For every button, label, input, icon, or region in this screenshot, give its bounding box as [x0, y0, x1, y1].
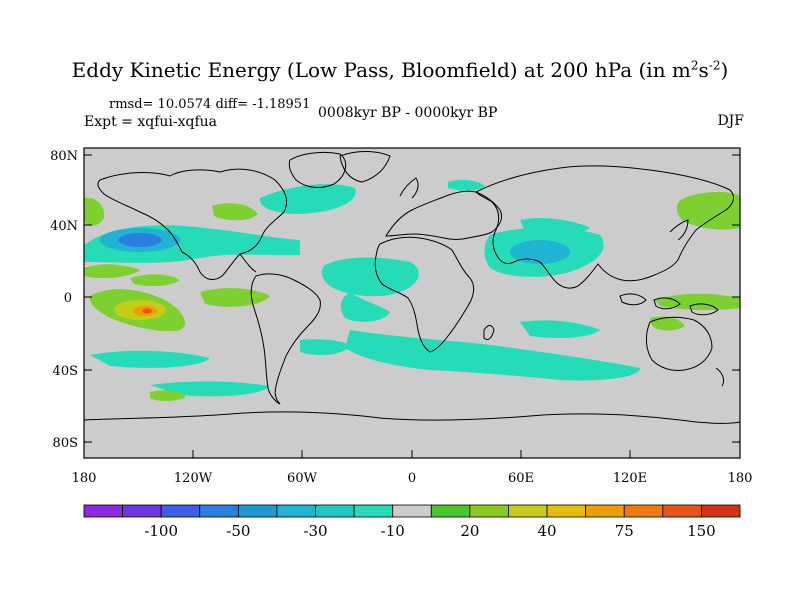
colorbar-swatch — [623, 504, 664, 518]
colorbar-label: -30 — [303, 522, 327, 540]
lon-label-180w: 180 — [72, 471, 97, 486]
colorbar-label: -10 — [381, 522, 405, 540]
colorbar-swatch — [469, 504, 509, 518]
colorbar-label: -50 — [226, 522, 250, 540]
coastlines — [84, 151, 740, 424]
lat-label-80n: 80N — [50, 149, 78, 164]
figure-title: Eddy Kinetic Energy (Low Pass, Bloomfiel… — [71, 58, 729, 82]
colorbar — [83, 504, 741, 518]
coast-europe — [385, 190, 503, 240]
colorbar-swatch — [392, 504, 432, 518]
colorbar-swatch — [430, 504, 471, 518]
lat-label-40n: 40N — [50, 219, 78, 234]
colorbar-swatch — [122, 504, 162, 518]
lat-label-40s: 40S — [53, 364, 78, 379]
colorbar-swatch — [315, 504, 355, 518]
anomaly-southern-band — [345, 330, 640, 381]
colorbar-swatch — [199, 504, 239, 518]
colorbar-swatch — [546, 504, 587, 518]
period-label: 0008kyr BP - 0000kyr BP — [318, 105, 498, 121]
stats-label: rmsd= 10.0574 diff= -1.18951 — [109, 97, 311, 112]
colorbar-swatch — [276, 504, 316, 518]
colorbar-label: 150 — [687, 522, 716, 540]
anomaly-northwest-pacific — [676, 191, 740, 230]
coast-asia — [475, 165, 734, 289]
lon-tick-marks — [83, 450, 741, 458]
coast-australia — [645, 316, 713, 371]
colorbar-swatch — [585, 504, 625, 518]
lon-label-0: 0 — [408, 471, 416, 486]
lat-tick-marks — [84, 154, 740, 443]
coast-antarctica — [84, 411, 740, 424]
colorbar-swatch — [160, 504, 201, 518]
map-background — [84, 148, 740, 458]
lon-label-120w: 120W — [174, 471, 213, 486]
colorbar-swatch — [508, 504, 548, 518]
anomaly-field — [84, 179, 740, 401]
lat-label-80s: 80S — [53, 436, 78, 451]
coast-africa — [374, 236, 475, 353]
experiment-label: Expt = xqfui-xqfua — [84, 114, 217, 130]
colorbar-label: 40 — [538, 522, 557, 540]
lon-label-60w: 60W — [287, 471, 318, 486]
colorbar-label: -100 — [144, 522, 178, 540]
lon-label-120e: 120E — [613, 471, 647, 486]
colorbar-swatch — [83, 504, 123, 518]
coast-south-america — [250, 273, 321, 405]
season-label: DJF — [717, 113, 744, 129]
lon-label-180e: 180 — [728, 471, 753, 486]
colorbar-swatch — [237, 504, 278, 518]
lon-label-60e: 60E — [508, 471, 534, 486]
lat-label-0: 0 — [64, 291, 72, 306]
colorbar-labels: -100 -50 -30 -10 20 40 75 150 — [144, 522, 715, 540]
coast-north-america — [97, 168, 288, 280]
colorbar-label: 75 — [615, 522, 634, 540]
colorbar-swatch — [662, 504, 702, 518]
colorbar-label: 20 — [460, 522, 479, 540]
anomaly-tropical-atlantic — [321, 257, 419, 297]
colorbar-swatch — [353, 504, 394, 518]
colorbar-swatch — [701, 504, 741, 518]
